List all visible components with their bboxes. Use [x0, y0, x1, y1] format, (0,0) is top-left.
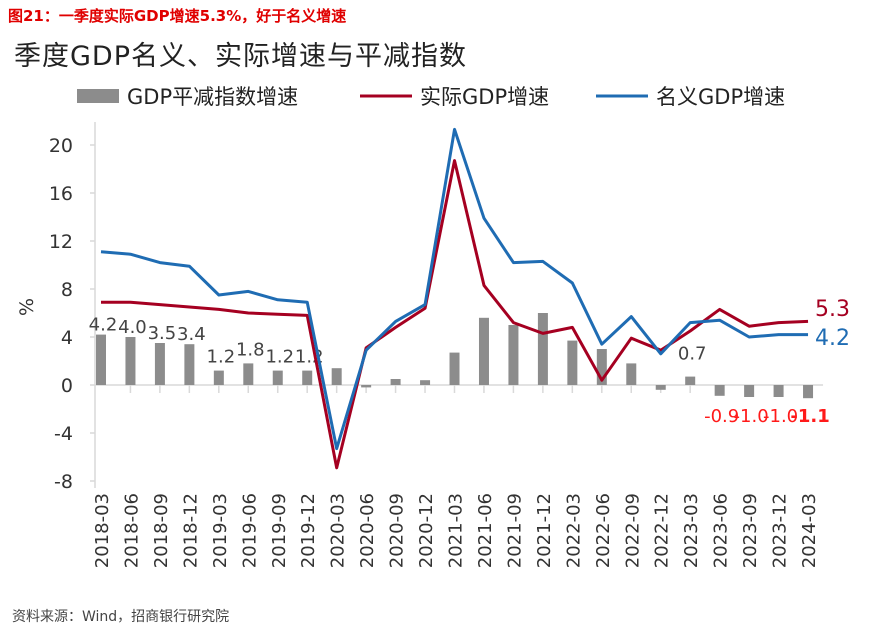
x-tick-label: 2019-06: [239, 493, 260, 568]
deflator-bar: [803, 385, 814, 399]
x-tick-label: 2021-12: [534, 493, 555, 568]
x-tick-label: 2020-12: [416, 493, 437, 568]
deflator-bar: [184, 344, 195, 385]
deflator-bar: [154, 343, 165, 385]
deflator-bar: [361, 385, 372, 388]
y-axis-label: %: [16, 298, 38, 316]
bar-data-label: 4.0: [118, 317, 147, 338]
x-tick-label: 2021-03: [446, 493, 467, 568]
legend-swatch-deflator: [77, 89, 119, 103]
x-tick-label: 2018-03: [92, 493, 113, 568]
chart-title: 季度GDP名义、实际增速与平减指数: [14, 41, 467, 72]
y-tick-label: 12: [49, 231, 73, 253]
real-gdp-end-label: 5.3: [815, 297, 850, 322]
deflator-bar: [537, 313, 548, 385]
bar-data-label: 3.5: [148, 323, 177, 344]
deflator-bar: [390, 379, 401, 385]
y-tick-label: 4: [61, 327, 73, 349]
bar-data-label: -1.1: [790, 406, 829, 427]
legend-label-nominal: 名义GDP增速: [656, 85, 785, 109]
bar-data-label: -1.0: [763, 406, 798, 427]
x-tick-label: 2019-12: [298, 493, 319, 568]
nominal-gdp-line: [100, 127, 809, 451]
bar-data-label: -0.9: [704, 406, 739, 427]
x-tick-label: 2021-09: [504, 493, 525, 568]
x-tick-label: 2023-09: [740, 493, 761, 568]
x-tick-label: 2022-12: [652, 493, 673, 568]
x-tick-label: 2020-09: [387, 493, 408, 568]
deflator-bar: [744, 385, 755, 397]
deflator-bar: [420, 380, 431, 385]
y-tick-label: 0: [61, 375, 73, 397]
x-tick-label: 2020-03: [328, 493, 349, 568]
x-tick-label: 2023-06: [711, 493, 732, 568]
deflator-bar: [714, 385, 725, 396]
legend-label-real: 实际GDP增速: [420, 85, 549, 109]
bar-data-label: 1.2: [265, 347, 294, 368]
deflator-bar: [243, 363, 254, 385]
x-tick-label: 2022-06: [593, 493, 614, 568]
nominal-gdp-end-label: 4.2: [815, 326, 850, 351]
y-tick-label: 8: [61, 279, 73, 301]
x-tick-label: 2018-09: [151, 493, 172, 568]
bar-data-label: -1.0: [734, 406, 769, 427]
y-tick-label: -8: [54, 471, 73, 493]
bar-data-label: 1.8: [236, 339, 265, 360]
x-tick-label: 2022-09: [622, 493, 643, 568]
deflator-bar: [685, 376, 696, 385]
deflator-bar: [773, 385, 784, 397]
deflator-bar: [213, 370, 224, 385]
figure-title: 图21：一季度实际GDP增速5.3%，好于名义增速: [8, 7, 347, 25]
bar-data-label: 1.2: [207, 347, 236, 368]
deflator-bar: [96, 334, 106, 385]
deflator-bar: [272, 370, 283, 385]
x-tick-label: 2023-03: [681, 493, 702, 568]
deflator-bar: [655, 385, 666, 390]
real-gdp-line: [101, 159, 809, 470]
x-tick-label: 2019-09: [269, 493, 290, 568]
y-tick-label: 16: [49, 183, 73, 205]
x-tick-label: 2019-03: [210, 493, 231, 568]
bar-data-label: 0.7: [678, 344, 707, 365]
legend-label-deflator: GDP平减指数增速: [127, 85, 298, 109]
deflator-bar: [626, 363, 637, 385]
deflator-bar: [508, 325, 519, 385]
x-tick-label: 2021-06: [475, 493, 496, 568]
deflator-bar: [302, 370, 313, 385]
x-tick-label: 2022-03: [563, 493, 584, 568]
x-tick-label: 2018-06: [121, 493, 142, 568]
deflator-bar: [596, 349, 607, 385]
bar-data-label: 4.2: [89, 315, 118, 336]
x-tick-label: 2020-06: [357, 493, 378, 568]
y-tick-label: 20: [49, 135, 73, 157]
x-tick-label: 2018-12: [180, 493, 201, 568]
deflator-bar: [125, 337, 136, 385]
bar-data-label: 3.4: [177, 324, 206, 345]
y-tick-label: -4: [54, 423, 73, 445]
x-tick-label: 2023-12: [770, 493, 791, 568]
source-note: 资料来源：Wind，招商银行研究院: [12, 609, 230, 625]
deflator-bar: [567, 340, 578, 385]
deflator-bar: [478, 317, 489, 385]
deflator-bar: [331, 368, 342, 385]
deflator-bar: [449, 352, 460, 385]
x-tick-label: 2024-03: [799, 493, 820, 568]
